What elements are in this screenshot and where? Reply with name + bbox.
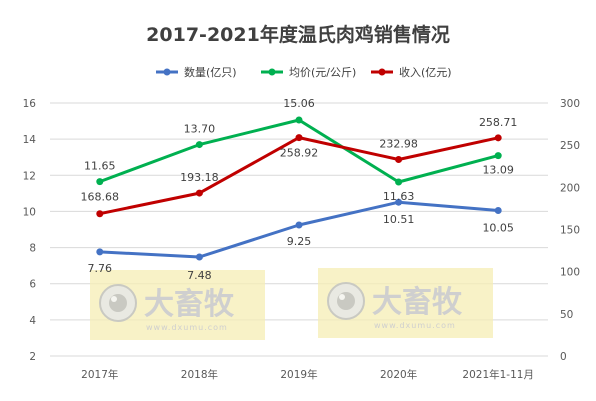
- series-layer: [96, 116, 502, 261]
- y-right-tick-label: 50: [560, 309, 573, 321]
- data-point: [295, 134, 303, 142]
- x-tick-label: 2020年: [380, 368, 417, 381]
- legend-swatch-marker: [268, 68, 276, 76]
- watermark-site: www.dxumu.com: [374, 321, 456, 330]
- data-label: 258.71: [479, 116, 518, 129]
- watermark-brand: 大畜牧: [144, 287, 235, 322]
- x-tick-label: 2017年: [81, 368, 118, 381]
- y-left-tick-label: 14: [23, 134, 37, 146]
- data-label: 232.98: [379, 138, 418, 151]
- legend-label: 数量(亿只): [184, 66, 237, 79]
- x-tick-label: 2019年: [280, 368, 317, 381]
- legend-item: 均价(元/公斤): [261, 66, 356, 79]
- data-labels: 7.76 7.48 9.25 10.51 10.05 11.65 13.70 15.06 11.…: [81, 97, 518, 282]
- y-left-tick-label: 2: [29, 351, 36, 363]
- y-right-tick-label: 300: [560, 98, 580, 110]
- data-label: 15.06: [283, 97, 315, 110]
- x-axis: 2017年 2018年 2019年 2020年 2021年1-11月: [81, 368, 534, 381]
- y-right-tick-label: 150: [560, 225, 580, 237]
- data-point: [494, 207, 502, 215]
- data-point: [295, 116, 303, 124]
- data-point: [96, 178, 104, 186]
- x-tick-label: 2018年: [181, 368, 218, 381]
- y-axis-right: 0 50 100 150 200 250 300: [560, 98, 580, 363]
- y-left-tick-label: 6: [29, 279, 36, 291]
- data-point: [295, 221, 303, 229]
- y-right-tick-label: 200: [560, 182, 580, 194]
- data-label: 13.70: [184, 123, 216, 136]
- data-point: [195, 141, 203, 149]
- y-right-tick-label: 250: [560, 140, 580, 152]
- data-label: 13.09: [482, 164, 514, 177]
- y-right-tick-label: 0: [560, 351, 567, 363]
- data-label: 10.51: [383, 213, 415, 226]
- legend: 数量(亿只) 均价(元/公斤) 收入(亿元): [156, 65, 452, 79]
- y-left-tick-label: 16: [23, 98, 37, 110]
- x-tick-label: 2021年1-11月: [462, 368, 534, 381]
- watermark-brand: 大畜牧: [372, 285, 463, 320]
- y-axis-left: 2 4 6 8 10 12 14 16: [23, 98, 37, 363]
- data-point: [195, 189, 203, 197]
- y-left-tick-label: 8: [29, 243, 36, 255]
- data-point: [96, 210, 104, 218]
- eye-pupil-icon: [337, 292, 355, 310]
- y-left-tick-label: 12: [23, 170, 36, 182]
- data-label: 7.48: [187, 269, 212, 282]
- data-label: 7.76: [88, 262, 113, 275]
- data-label: 168.68: [81, 191, 120, 204]
- legend-label: 收入(亿元): [399, 65, 452, 79]
- y-left-tick-label: 4: [29, 315, 36, 327]
- data-point: [395, 198, 403, 206]
- eye-highlight-icon: [339, 294, 345, 300]
- y-right-tick-label: 100: [560, 267, 580, 279]
- data-point: [395, 156, 403, 164]
- legend-swatch-marker: [378, 68, 386, 76]
- legend-swatch-marker: [163, 68, 171, 76]
- data-label: 193.18: [180, 171, 219, 184]
- data-point: [195, 253, 203, 261]
- data-label: 258.92: [280, 147, 319, 160]
- eye-highlight-icon: [111, 296, 117, 302]
- watermark-site: www.dxumu.com: [146, 323, 228, 332]
- legend-item: 收入(亿元): [371, 65, 452, 79]
- y-left-tick-label: 10: [23, 206, 36, 218]
- data-label: 11.63: [383, 190, 415, 203]
- legend-item: 数量(亿只): [156, 66, 237, 79]
- data-label: 11.65: [84, 160, 116, 173]
- series-line-0: [99, 200, 499, 259]
- legend-label: 均价(元/公斤): [289, 66, 356, 79]
- eye-pupil-icon: [109, 294, 127, 312]
- data-point: [395, 178, 403, 186]
- chart-title: 2017-2021年度温氏肉鸡销售情况: [146, 23, 450, 46]
- data-label: 10.05: [482, 222, 514, 235]
- data-point: [96, 248, 104, 256]
- data-label: 9.25: [287, 235, 312, 248]
- data-point: [494, 152, 502, 160]
- data-point: [494, 134, 502, 142]
